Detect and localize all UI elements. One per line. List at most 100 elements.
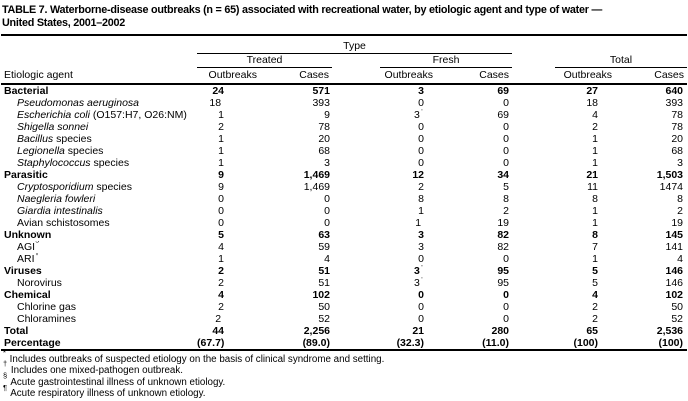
value-cell: 12 [412, 168, 424, 181]
value-cell: 0 [503, 156, 510, 169]
etiologic-agent-cell: AGI§ [17, 240, 39, 253]
table-row: Unknown 5 63 3 82 8 145 [1, 229, 687, 241]
value-cell: 0 [503, 288, 510, 301]
value-cell: 2 [592, 312, 599, 325]
etiologic-agent-cell: Percentage [1, 336, 197, 351]
etiologic-agent-cell: Giardia intestinalis [17, 204, 103, 217]
value-cell: 2 [592, 120, 599, 133]
value-cell: 21 [586, 168, 599, 181]
column-header-fresh-cases: Cases [436, 67, 513, 85]
value-cell: 0 [324, 204, 330, 217]
outbreaks-table: Type Treated Fresh Total Etiologic agent… [1, 36, 688, 351]
value-cell: 95 [497, 276, 510, 289]
value-cell: 2 [677, 204, 684, 217]
table-row: Pseudomonas aeruginosa 18* 393 0 0 18 393 [1, 97, 687, 109]
value-cell: (89.0) [260, 336, 332, 351]
value-cell: 0 [503, 252, 510, 265]
table-row: Chemical 4 102 0 0 4 102 [1, 289, 687, 301]
value-cell: 1,469 [303, 180, 330, 193]
value-cell: 68 [318, 144, 330, 157]
value-cell: 0 [418, 300, 424, 313]
value-cell: 50 [318, 300, 330, 313]
value-cell: 82 [497, 228, 510, 241]
table-row: Avian schistosomes 0 0 1* 19 1 19 [1, 217, 687, 229]
value-cell: 0 [503, 96, 510, 109]
value-cell: 65 [586, 324, 599, 337]
value-cell: 5 [592, 276, 599, 289]
value-cell: 2 [503, 204, 510, 217]
value-cell: 0 [503, 312, 510, 325]
etiologic-agent-cell: ARI¶ [17, 252, 39, 265]
value-cell: 51 [318, 276, 330, 289]
value-cell: 0 [418, 252, 424, 265]
value-cell: 102 [665, 288, 684, 301]
value-cell: 0 [503, 144, 510, 157]
table-row: Giardia intestinalis 0 0 1 2 1 2 [1, 205, 687, 217]
table-row: Norovirus 2 51 3† 95 5 146 [1, 277, 687, 289]
table-row: Total 44 2,256 21 280 65 2,536 [1, 325, 687, 337]
value-cell: 1 [592, 216, 599, 229]
column-header-treated-outbreaks: Outbreaks [197, 67, 260, 85]
value-cell: 0 [418, 96, 424, 109]
column-header-row: Etiologic agent Outbreaks Cases Outbreak… [1, 67, 688, 85]
value-cell: 2 [218, 120, 224, 133]
table-title-line2: United States, 2001–2002 [2, 17, 126, 29]
group-header-fresh: Fresh [380, 54, 513, 68]
value-cell: 7 [592, 240, 599, 253]
table-row: Naegleria fowleri 0 0 8 8 8 8 [1, 193, 687, 205]
value-cell: (100) [615, 336, 688, 351]
value-cell: 0 [418, 120, 424, 133]
value-cell: 571 [312, 84, 330, 97]
value-cell: 4 [677, 252, 684, 265]
value-cell: 1 [418, 204, 424, 217]
value-cell: 1 [218, 252, 224, 265]
etiologic-agent-cell: Unknown [4, 228, 52, 241]
etiologic-agent-cell: Naegleria fowleri [17, 192, 96, 205]
value-cell: 146 [665, 276, 684, 289]
etiologic-agent-cell: Chemical [4, 288, 51, 301]
value-cell: 20 [671, 132, 684, 145]
value-cell: 82 [497, 240, 510, 253]
value-cell: 4 [324, 252, 330, 265]
value-cell: 78 [671, 108, 684, 121]
value-cell: 78 [318, 120, 330, 133]
value-cell: 3† [413, 108, 424, 121]
value-cell: 20 [318, 132, 330, 145]
table-title-line1: TABLE 7. Waterborne-disease outbreaks (n… [2, 4, 603, 16]
footnote: § Acute gastrointestinal illness of unkn… [3, 370, 226, 388]
value-cell: 2 [218, 276, 224, 289]
etiologic-agent-cell: Cryptosporidium species [17, 180, 132, 193]
value-cell: 5 [503, 180, 510, 193]
etiologic-agent-cell: Pseudomonas aeruginosa [17, 96, 140, 109]
value-cell: 2 [218, 264, 224, 277]
table-row: Parasitic 9 1,469 12 34 21 1,503 [1, 169, 687, 181]
value-cell: 0 [324, 216, 330, 229]
value-cell: 19 [497, 216, 510, 229]
value-cell: (67.7) [197, 336, 260, 351]
value-cell: 4 [592, 288, 599, 301]
value-cell: 11 [587, 180, 599, 193]
value-cell: 1 [218, 156, 224, 169]
value-cell: 640 [665, 84, 684, 97]
value-cell: 8 [503, 192, 510, 205]
column-header-total-cases: Cases [615, 67, 688, 85]
value-cell: 2,536 [656, 324, 684, 337]
value-cell: 0 [218, 216, 224, 229]
value-cell: 0 [503, 120, 510, 133]
value-cell: 44 [212, 324, 224, 337]
value-cell: 1,469 [303, 168, 330, 181]
table-row: Shigella sonnei 2 78 0 0 2 78 [1, 121, 687, 133]
value-cell: 1 [592, 204, 599, 217]
table-row: Escherichia coli (O157:H7, O26:NM) 1 9 3† 69… [1, 109, 687, 121]
value-cell: 8 [592, 192, 599, 205]
etiologic-agent-cell: Avian schistosomes [17, 216, 110, 229]
value-cell: 1* [415, 216, 424, 229]
value-cell: 69 [497, 108, 510, 121]
value-cell: 78 [671, 120, 684, 133]
table-row: Chlorine gas 2 50 0 0 2 50 [1, 301, 687, 313]
table-title: TABLE 7. Waterborne-disease outbreaks (n… [1, 4, 687, 36]
etiologic-agent-cell: Chloramines [17, 312, 76, 325]
value-cell: 1,503 [656, 168, 684, 181]
value-cell: 59 [318, 240, 330, 253]
value-cell: 5 [218, 228, 224, 241]
